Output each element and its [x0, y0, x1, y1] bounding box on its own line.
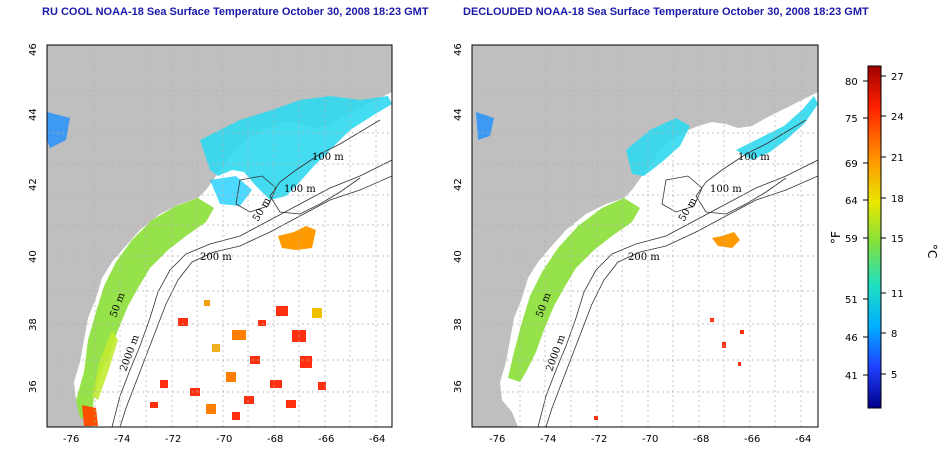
colorbar-f-tick: 41	[845, 371, 858, 382]
lon-tick: -68	[267, 434, 283, 445]
colorbar-c-tick: 21	[891, 153, 904, 164]
land-mass	[472, 45, 818, 427]
land-mass	[47, 45, 392, 427]
left-lon-axis: -76 -74 -72 -70 -68 -66 -64	[63, 434, 385, 445]
sst-cold-patch	[626, 118, 690, 176]
lat-tick: 38	[453, 318, 464, 331]
right-map-frame	[471, 44, 819, 428]
lat-tick: 46	[28, 43, 39, 56]
colorbar-f-tick: 59	[845, 234, 858, 245]
colorbar-f-tick: 51	[845, 295, 858, 306]
lat-tick: 42	[28, 178, 39, 191]
lon-tick: -70	[642, 434, 658, 445]
right-map-title: DECLOUDED NOAA-18 Sea Surface Temperatur…	[463, 6, 869, 18]
colorbar: 80 75 69 64 59 51 46 41 27 24 21 18 15 1…	[829, 65, 939, 409]
sst-warm-shelf-break	[278, 226, 316, 250]
colorbar-c-tick: 27	[891, 72, 904, 83]
colorbar-c-tick: 8	[891, 329, 897, 340]
lon-tick: -64	[795, 434, 811, 445]
lon-tick: -74	[540, 434, 556, 445]
sst-cold-patch-3	[476, 112, 494, 140]
colorbar-unit-fahrenheit: °F	[829, 231, 843, 244]
lat-tick: 42	[453, 178, 464, 191]
lon-tick: -66	[744, 434, 760, 445]
contour-label-100m-a: 100 m	[312, 152, 344, 163]
contour-label-100m-b: 100 m	[284, 184, 316, 195]
contour-label-200m: 200 m	[200, 252, 232, 263]
sst-offshore-patches	[150, 300, 326, 420]
lat-tick: 40	[28, 250, 39, 263]
sst-cold-patch-2	[736, 96, 818, 160]
lon-tick: -72	[165, 434, 181, 445]
sst-hot-spot	[82, 405, 98, 426]
right-map: 100 m 100 m 50 m 200 m 50 m 2000 m	[472, 45, 818, 427]
sst-coastal-band	[508, 198, 640, 382]
colorbar-f-tick: 64	[845, 196, 858, 207]
peninsula-land	[472, 280, 500, 400]
lat-tick: 36	[28, 380, 39, 393]
lon-tick: -76	[63, 434, 79, 445]
colorbar-unit-celsius: °C	[925, 244, 939, 258]
colorbar-ticks	[863, 75, 886, 376]
lat-tick: 46	[453, 43, 464, 56]
right-lat-axis: 36 38 40 42 44 46	[453, 43, 464, 393]
bathymetry-contours	[537, 119, 818, 427]
lat-tick: 36	[453, 380, 464, 393]
lat-lon-grid	[47, 45, 392, 427]
sst-coastal-band	[76, 198, 214, 418]
lon-tick: -72	[591, 434, 607, 445]
colorbar-c-tick: 15	[891, 234, 904, 245]
colorbar-c-tick: 18	[891, 194, 904, 205]
contour-label-100m-b: 100 m	[710, 184, 742, 195]
colorbar-f-tick: 46	[845, 333, 858, 344]
sst-warm-shelf-break	[712, 232, 740, 248]
left-map-frame	[46, 44, 393, 428]
colorbar-c-tick: 5	[891, 370, 897, 381]
sst-warm-coast	[92, 330, 118, 400]
colorbar-f-tick: 69	[845, 159, 858, 170]
colorbar-c-tick: 24	[891, 112, 904, 123]
bathymetry-contours	[111, 119, 392, 427]
right-lon-axis: -76 -74 -72 -70 -68 -66 -64	[489, 434, 811, 445]
lon-tick: -64	[369, 434, 385, 445]
contour-label-100m-a: 100 m	[738, 152, 770, 163]
left-lat-axis: 36 38 40 42 44 46	[28, 43, 39, 393]
lon-tick: -70	[216, 434, 232, 445]
lon-tick: -76	[489, 434, 505, 445]
sst-cold-patch	[47, 112, 70, 148]
left-map: 100 m 100 m 50 m 200 m 50 m 2000 m	[47, 45, 392, 427]
peninsula-land	[47, 280, 74, 400]
sst-cold-patch-2	[210, 176, 252, 206]
colorbar-c-tick: 11	[891, 289, 904, 300]
colorbar-f-tick: 80	[845, 77, 858, 88]
contour-label-200m: 200 m	[628, 252, 660, 263]
lat-lon-grid	[472, 45, 818, 427]
lon-tick: -74	[114, 434, 130, 445]
lon-tick: -68	[693, 434, 709, 445]
lat-tick: 44	[453, 108, 464, 121]
lat-tick: 44	[28, 108, 39, 121]
lat-tick: 40	[453, 250, 464, 263]
left-map-title: RU COOL NOAA-18 Sea Surface Temperature …	[42, 6, 429, 18]
colorbar-f-tick: 75	[845, 114, 858, 125]
lat-tick: 38	[28, 318, 39, 331]
colorbar-gradient	[867, 65, 882, 409]
lon-tick: -66	[318, 434, 334, 445]
